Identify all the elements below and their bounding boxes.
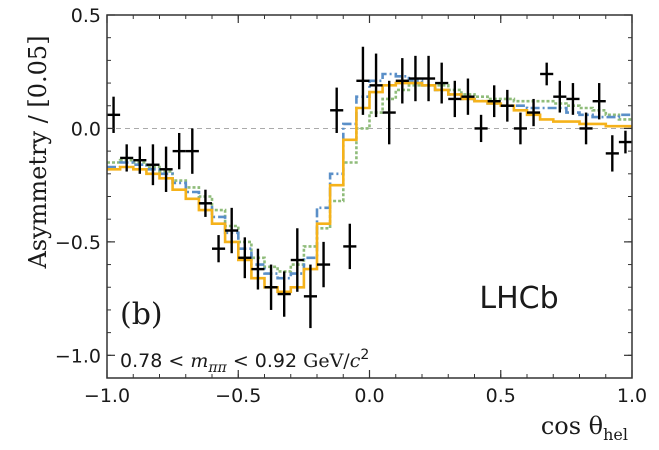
data-point <box>343 223 357 270</box>
data-point <box>330 87 344 133</box>
mass-unit-power: 2 <box>360 347 369 363</box>
data-point <box>264 264 278 310</box>
data-point <box>540 62 554 86</box>
y-tick-label: 0.5 <box>71 5 101 27</box>
mass-range-high: 0.92 <box>255 350 297 372</box>
mass-variable-subscript: ππ <box>207 360 227 376</box>
mass-unit-c: c <box>350 350 361 372</box>
data-point <box>107 96 121 133</box>
data-point <box>422 55 436 102</box>
mass-range-label: 0.78 < mππ < 0.92 GeV/c2 <box>120 347 369 377</box>
panel-label: (b) <box>120 297 163 332</box>
data-point <box>487 85 501 118</box>
data-point <box>159 146 173 192</box>
data-point <box>317 241 331 288</box>
data-point <box>618 130 632 154</box>
data-point <box>592 83 606 120</box>
data-point <box>579 112 593 145</box>
data-point <box>605 135 619 172</box>
data-point <box>198 189 212 217</box>
y-axis-title: Asymmetry / [0.05] <box>24 35 52 269</box>
data-point <box>408 55 422 102</box>
y-tick-label: 0.0 <box>71 118 101 140</box>
x-axis-title-subscript: hel <box>603 425 628 444</box>
data-point <box>566 83 580 115</box>
mass-variable: m <box>190 350 208 372</box>
data-point <box>527 98 541 127</box>
data-point <box>212 235 226 263</box>
model-curve-2 <box>107 84 632 273</box>
mass-range-lt-2: < <box>233 350 249 372</box>
data-point <box>290 228 304 292</box>
x-axis-title: cos θhel <box>541 412 628 444</box>
data-point <box>553 80 567 113</box>
data-point <box>448 80 462 118</box>
data-point <box>120 144 134 172</box>
axis-ticks: −1.0 −0.5 0.0 0.5 1.0 −1.0 −0.5 0.0 0.5 <box>55 5 647 407</box>
data-point <box>474 114 488 143</box>
data-point <box>133 146 147 174</box>
data-point <box>146 144 160 186</box>
data-point <box>435 62 449 104</box>
experiment-label: LHCb <box>479 281 558 316</box>
data-point <box>172 132 186 170</box>
mass-unit: GeV/ <box>303 350 350 372</box>
data-point <box>513 112 527 145</box>
x-tick-label: −1.0 <box>84 385 130 407</box>
x-tick-label: 0.5 <box>486 385 516 407</box>
data-point <box>303 264 317 329</box>
data-point <box>251 248 265 290</box>
x-tick-label: 1.0 <box>617 385 647 407</box>
data-point <box>225 207 239 254</box>
y-tick-label: −1.0 <box>55 345 101 367</box>
data-point <box>395 58 409 104</box>
x-axis-title-main: cos θ <box>541 412 603 440</box>
model-curve-1 <box>107 72 632 280</box>
data-point <box>356 46 370 115</box>
model-curves <box>107 72 632 294</box>
y-tick-label: −0.5 <box>55 232 101 254</box>
mass-range-lt-1: < <box>168 350 184 372</box>
data-point <box>500 89 514 122</box>
data-point <box>238 237 252 279</box>
data-point <box>185 128 199 174</box>
data-point <box>382 80 396 145</box>
data-points <box>107 46 632 329</box>
x-tick-label: 0.0 <box>354 385 384 407</box>
x-tick-label: −0.5 <box>215 385 261 407</box>
data-point <box>277 271 291 317</box>
mass-range-low: 0.78 <box>120 350 162 372</box>
data-point <box>461 78 475 115</box>
data-point <box>369 53 383 118</box>
